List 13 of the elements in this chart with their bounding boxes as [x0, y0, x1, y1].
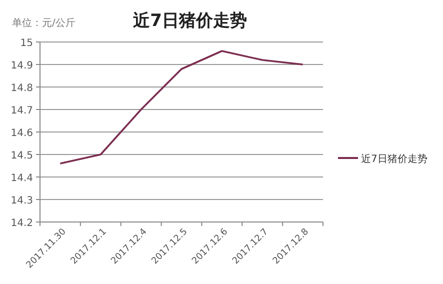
y-tick-label: 15: [20, 38, 33, 49]
y-tick-label: 14.9: [10, 60, 33, 72]
y-tick-label: 14.8: [10, 83, 33, 94]
line-series: [59, 50, 304, 164]
y-tick-label: 14.4: [10, 173, 33, 184]
legend-label: 近7日猪价走势: [361, 153, 428, 165]
y-axis-title: 单位：元/公斤: [12, 17, 76, 29]
y-tick-label: 14.5: [10, 150, 33, 162]
y-tick-label: 14.3: [10, 196, 33, 206]
y-tick-label: 14.7: [10, 106, 33, 116]
y-tick-label: 14.2: [10, 218, 33, 229]
chart-title: 近7日猪价走势: [132, 11, 247, 31]
y-tick-label: 14.6: [10, 128, 33, 139]
